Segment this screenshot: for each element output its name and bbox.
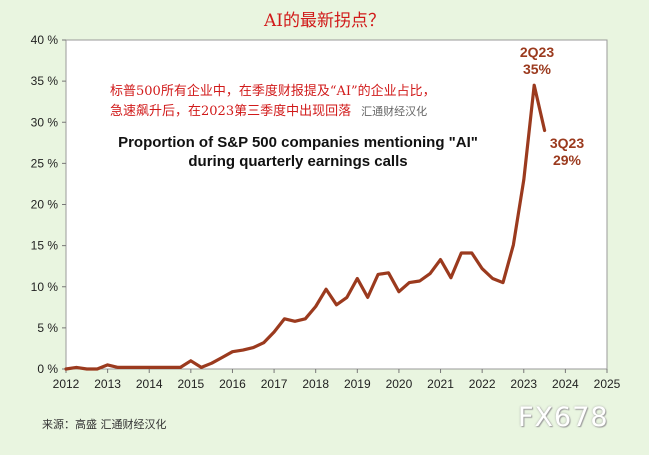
last-annotation: 3Q23 29%	[542, 135, 592, 169]
x-tick-label: 2016	[219, 377, 246, 391]
last-annotation-value: 29%	[552, 152, 582, 168]
x-tick-label: 2012	[53, 377, 80, 391]
x-tick-label: 2019	[344, 377, 371, 391]
peak-annotation: 2Q23 35%	[512, 44, 562, 78]
x-tick-label: 2023	[510, 377, 537, 391]
plot-area	[65, 39, 608, 370]
series-layer	[64, 83, 547, 371]
x-tick-label: 2020	[386, 377, 413, 391]
x-tick-label: 2022	[469, 377, 496, 391]
inline-watermark: 汇通财经汉化	[361, 105, 428, 118]
fx678-watermark-logo: FX678	[518, 402, 609, 433]
x-tick-label: 2018	[302, 377, 329, 391]
chinese-annotation: 标普500所有企业中，在季度财报提及“AI”的企业占比， 急速飙升后，在2023…	[110, 82, 436, 122]
y-tick-label: 15 %	[31, 239, 59, 253]
source-text: 来源：高盛 汇通财经汉化	[42, 418, 167, 431]
x-tick-label: 2025	[594, 377, 621, 391]
y-tick-label: 0 %	[37, 362, 58, 376]
series-line	[64, 83, 547, 371]
x-tick-label: 2021	[427, 377, 454, 391]
chart-title-line-1: Proportion of S&P 500 companies mentioni…	[118, 134, 478, 151]
y-tick-label: 20 %	[31, 198, 59, 212]
x-tick-label: 2015	[177, 377, 204, 391]
x-tick-label: 2024	[552, 377, 579, 391]
chart-title-line-2: during quarterly earnings calls	[188, 153, 408, 170]
y-tick-label: 35 %	[31, 74, 59, 88]
page-title: AI的最新拐点？	[264, 11, 385, 31]
annotation-line-2: 急速飙升后，在2023第三季度中出现回落	[110, 104, 352, 119]
y-tick-label: 40 %	[31, 33, 59, 47]
y-tick-label: 30 %	[31, 115, 59, 129]
annotation-line-1: 标普500所有企业中，在季度财报提及“AI”的企业占比，	[110, 84, 436, 99]
x-axis: 2012 2013 2014 2015 2016 2017 2018 2019 2020 2021…	[53, 369, 621, 391]
x-tick-label: 2013	[94, 377, 121, 391]
x-tick-label: 2014	[136, 377, 163, 391]
y-tick-label: 10 %	[31, 280, 59, 294]
peak-annotation-label: 2Q23	[519, 44, 555, 60]
x-tick-label: 2017	[261, 377, 288, 391]
last-annotation-label: 3Q23	[549, 135, 585, 151]
y-tick-label: 25 %	[31, 156, 59, 170]
peak-annotation-value: 35%	[522, 61, 552, 77]
y-tick-label: 5 %	[37, 321, 58, 335]
chart-title: Proportion of S&P 500 companies mentioni…	[88, 133, 508, 171]
y-axis: 0 % 5 % 10 % 15 % 20 % 25 % 30 % 35 % 40 %	[31, 33, 66, 376]
